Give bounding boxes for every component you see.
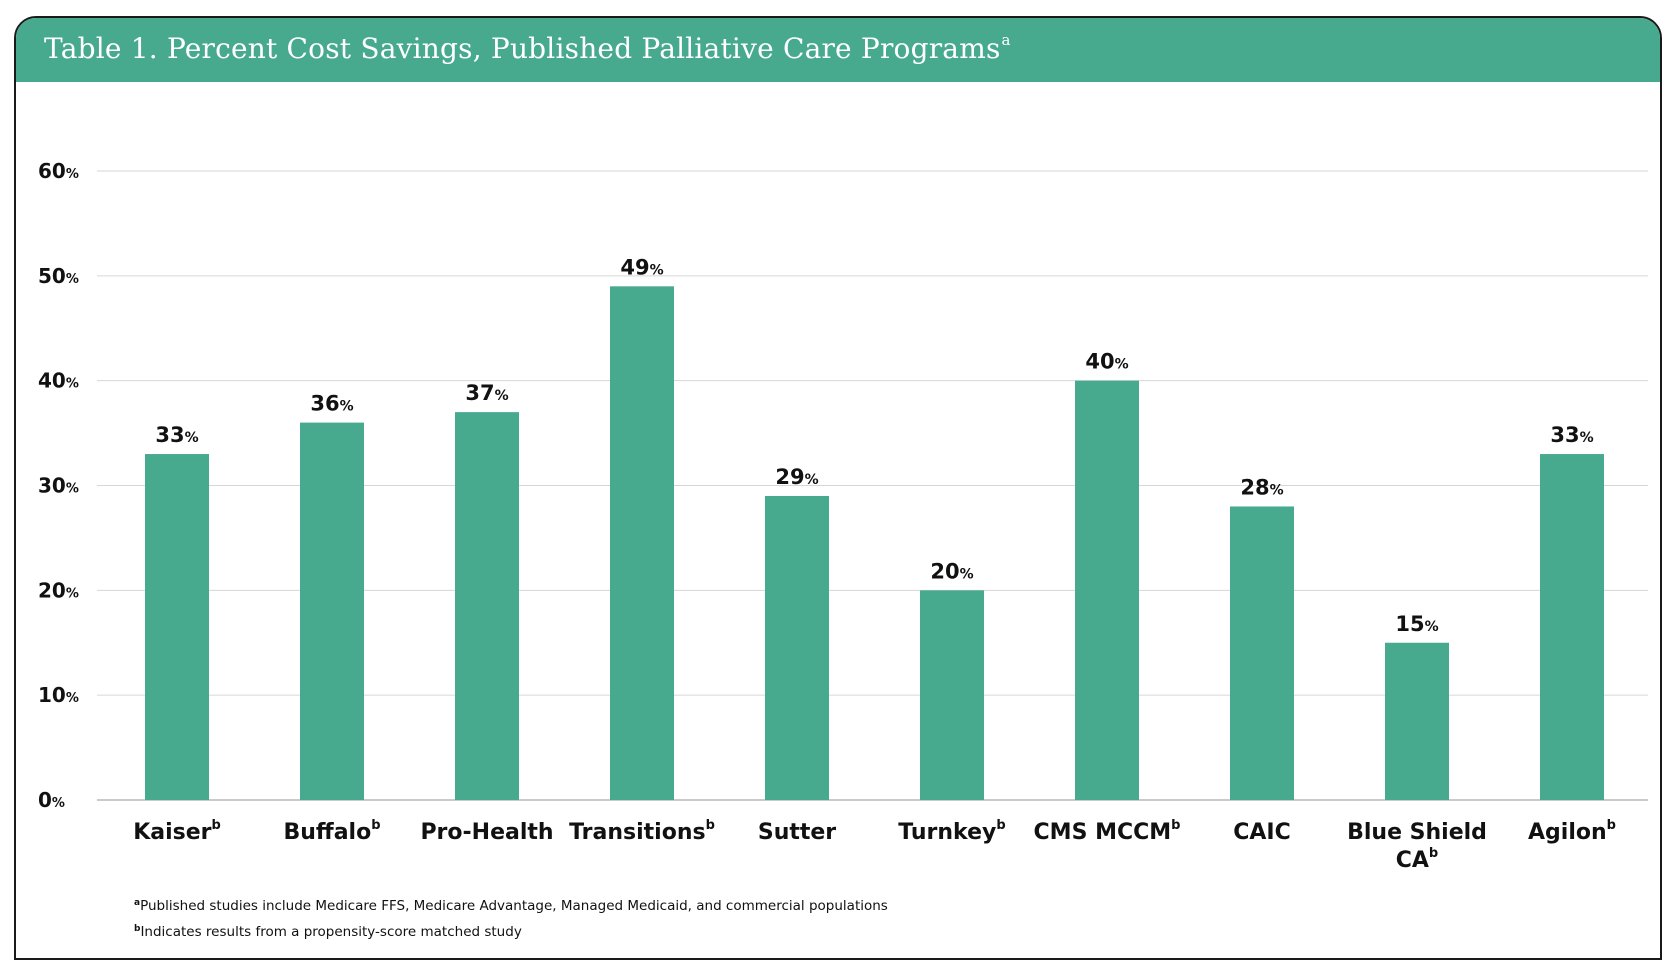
bar (1075, 380, 1139, 800)
x-category-superscript: b (996, 818, 1005, 833)
x-category-superscript: b (212, 818, 221, 833)
bar-value-suffix: % (805, 472, 819, 488)
y-tick-suffix: % (66, 167, 79, 182)
x-category-superscript: b (1607, 818, 1616, 833)
bar-value-label: 15% (1395, 612, 1438, 636)
bar-value-label: 28% (1240, 475, 1283, 499)
bar (145, 454, 209, 800)
x-category-superscript: b (1429, 846, 1438, 861)
bar-value-suffix: % (495, 388, 509, 404)
bar-value-label: 37% (465, 381, 508, 405)
bar-value-label: 33% (155, 423, 198, 447)
bar (1385, 642, 1449, 800)
footnote-b: bIndicates results from a propensity-sco… (134, 918, 888, 944)
x-category-label: Buffalob (283, 818, 380, 845)
x-category-label: CMS MCCMb (1034, 818, 1181, 845)
y-tick-label: 60% (38, 159, 79, 183)
bar (300, 422, 364, 800)
title-superscript: a (1001, 31, 1011, 49)
x-category-superscript: b (706, 818, 715, 833)
footnotes: aPublished studies include Medicare FFS,… (134, 892, 888, 944)
bar-value-suffix: % (650, 262, 664, 278)
x-category-superscript: b (371, 818, 380, 833)
bar-value-label: 33% (1550, 423, 1593, 447)
bar-value-suffix: % (340, 399, 354, 415)
y-tick-suffix: % (66, 691, 79, 706)
bar-value-label: 36% (310, 392, 353, 416)
y-tick-suffix: % (66, 482, 79, 497)
bar (610, 286, 674, 801)
y-tick-label: 50% (38, 264, 79, 288)
x-category-label: Pro-Health (420, 820, 553, 845)
footnote-b-marker: b (134, 924, 141, 934)
y-tick-label: 30% (38, 474, 79, 498)
chart-frame: Table 1. Percent Cost Savings, Published… (14, 16, 1662, 960)
bar-value-suffix: % (185, 430, 199, 446)
bar-value-suffix: % (1580, 430, 1594, 446)
bar (765, 495, 829, 800)
x-category-label: Turnkeyb (898, 818, 1005, 845)
bar-value-suffix: % (960, 566, 974, 582)
bar-value-label: 49% (620, 255, 663, 279)
x-category-label: Transitionsb (569, 818, 715, 845)
bar-value-label: 40% (1085, 350, 1128, 374)
x-category-label: CAIC (1233, 820, 1291, 845)
y-tick-suffix: % (66, 586, 79, 601)
x-category-label: Kaiserb (133, 818, 221, 845)
y-tick-label: 10% (38, 683, 79, 707)
footnote-a-text: Published studies include Medicare FFS, … (140, 898, 888, 914)
y-tick-label: 20% (38, 578, 79, 602)
bar (1540, 454, 1604, 800)
footnote-a-marker: a (134, 898, 141, 908)
bar-value-label: 29% (775, 465, 818, 489)
x-category-superscript: b (1171, 818, 1180, 833)
bar-value-suffix: % (1270, 482, 1284, 498)
bar (455, 412, 519, 800)
bar-value-label: 20% (930, 559, 973, 583)
y-tick-label: 0% (38, 788, 65, 812)
x-category-label: Sutter (758, 820, 836, 845)
header-bar: Table 1. Percent Cost Savings, Published… (16, 18, 1660, 82)
bar-value-suffix: % (1115, 357, 1129, 373)
bar (920, 590, 984, 800)
chart-title: Table 1. Percent Cost Savings, Published… (44, 31, 1011, 65)
y-tick-label: 40% (38, 369, 79, 393)
bar-value-suffix: % (1425, 619, 1439, 635)
y-tick-suffix: % (66, 377, 79, 392)
y-tick-suffix: % (66, 272, 79, 287)
x-category-label: Agilonb (1528, 818, 1616, 845)
bar (1230, 506, 1294, 800)
x-category-label: CAb (1396, 846, 1438, 873)
x-category-label: Blue Shield (1347, 820, 1487, 845)
y-tick-suffix: % (52, 796, 65, 811)
footnote-b-text: Indicates results from a propensity-scor… (140, 924, 522, 940)
footnote-a: aPublished studies include Medicare FFS,… (134, 892, 888, 918)
